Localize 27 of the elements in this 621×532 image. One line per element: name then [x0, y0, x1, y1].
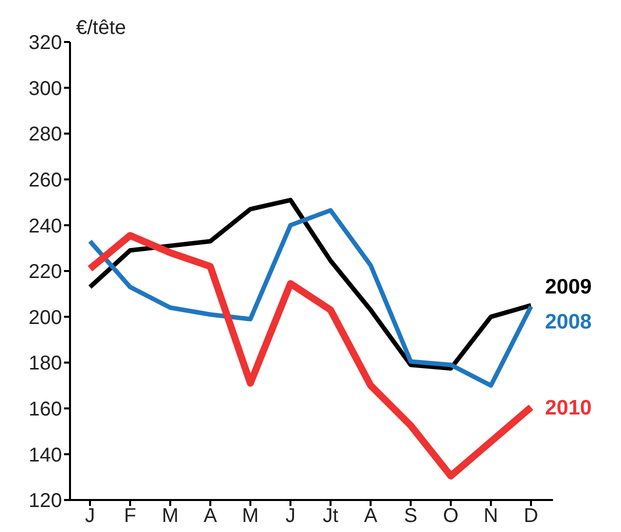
x-tick-label: J	[85, 505, 95, 528]
x-tick-label: S	[404, 505, 418, 528]
series-label: 2010	[545, 396, 592, 420]
x-tick-label: O	[443, 505, 459, 528]
y-tick-label: 140	[28, 444, 62, 466]
y-tick-label: 200	[28, 306, 62, 329]
x-tick-label: A	[204, 505, 218, 528]
x-tick-label: M	[242, 505, 259, 528]
x-tick-label: Jt	[322, 505, 339, 528]
y-tick-label: 240	[28, 215, 62, 238]
x-tick-label: N	[484, 505, 498, 528]
series-label: 2008	[545, 310, 592, 334]
x-tick-label: D	[524, 505, 538, 528]
x-tick-label: A	[364, 505, 378, 528]
x-tick-label: F	[124, 505, 136, 528]
y-tick-label: 260	[28, 170, 62, 192]
y-tick-label: 120	[28, 490, 62, 512]
y-tick-label: 160	[28, 398, 62, 420]
y-tick-label: 320	[28, 32, 62, 54]
y-tick-label: 300	[28, 78, 62, 100]
x-tick-label: J	[285, 505, 296, 528]
series-label: 2009	[545, 275, 592, 298]
y-tick-label: 180	[28, 352, 62, 375]
y-tick-label: 220	[28, 261, 62, 284]
y-tick-label: 280	[28, 124, 62, 146]
y-axis-title: €/tête	[76, 17, 126, 39]
x-tick-label: M	[162, 505, 179, 528]
